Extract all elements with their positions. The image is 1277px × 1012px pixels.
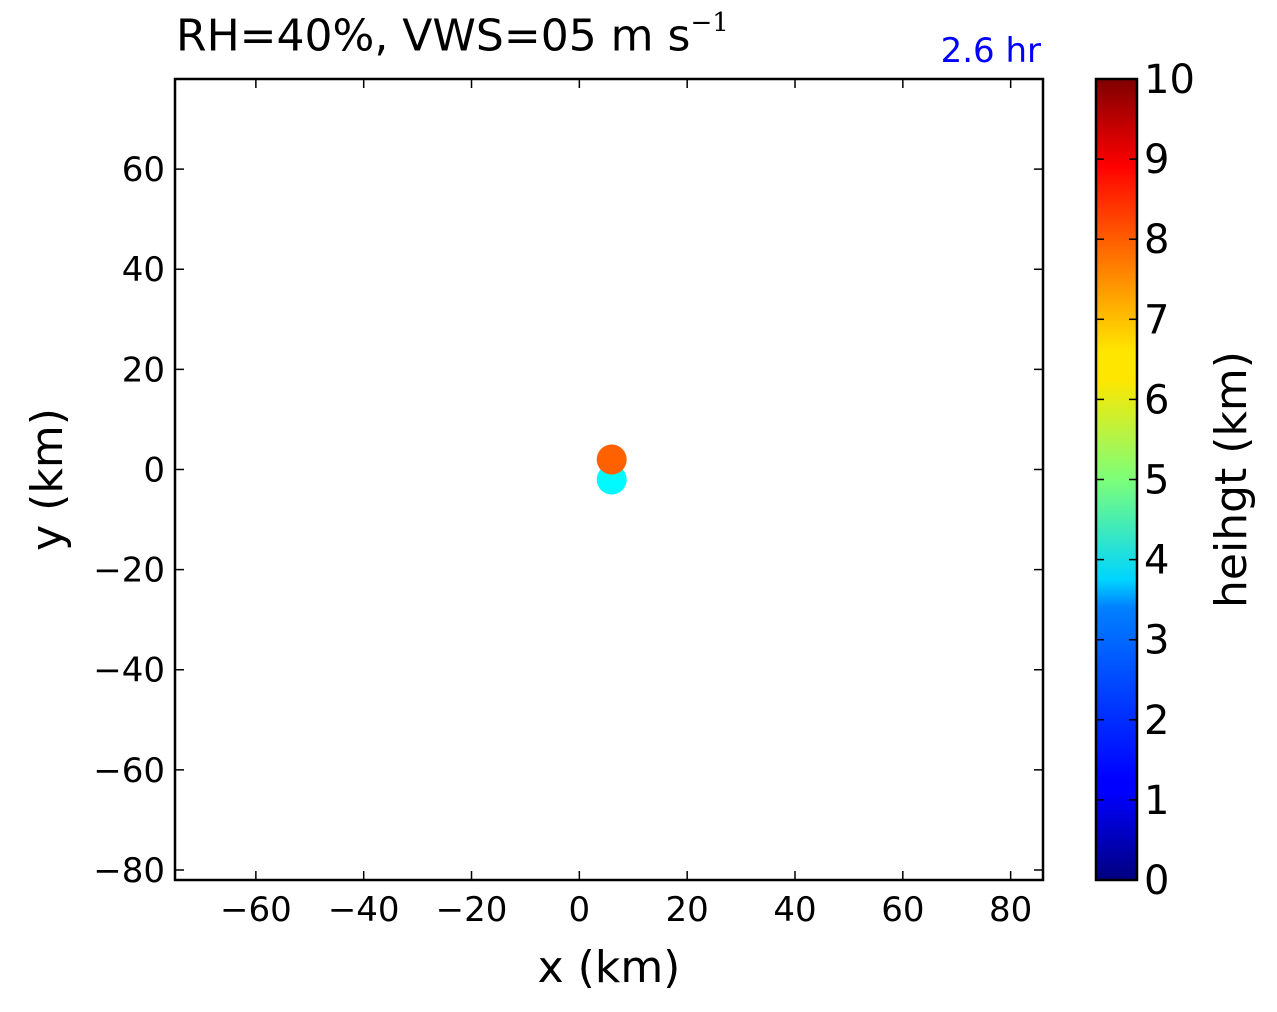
y-tick-label: −20 (93, 551, 165, 591)
x-tick-label: 60 (881, 890, 924, 930)
colorbar-tick-label: 9 (1144, 137, 1169, 183)
y-tick-label: 20 (122, 350, 165, 390)
chart-title-text: RH=40%, VWS=05 m s (176, 10, 691, 62)
x-tick-label: 20 (666, 890, 709, 930)
y-tick-label: −80 (93, 851, 165, 891)
colorbar-label: heihgt (km) (1206, 351, 1257, 608)
colorbar-tick-label: 7 (1144, 297, 1169, 343)
x-tick-label: 0 (569, 890, 591, 930)
colorbar-tick-label: 6 (1144, 377, 1169, 423)
x-axis-label: x (km) (538, 942, 681, 993)
colorbar-tick-label: 0 (1144, 858, 1169, 904)
x-tick-label: 40 (773, 890, 816, 930)
colorbar: 0 1 2 3 4 5 6 7 8 9 10 heihgt (km) (1094, 57, 1257, 904)
x-tick-label: −20 (436, 890, 508, 930)
y-axis-label: y (km) (22, 408, 73, 551)
y-tick-label: −60 (93, 751, 165, 791)
colorbar-tick-label: 8 (1144, 217, 1169, 263)
plot-frame (173, 77, 1045, 882)
time-label: 2.6 hr (940, 31, 1041, 71)
chart-title: RH=40%, VWS=05 m s−1 (176, 10, 729, 62)
plot-area: −60 −40 −20 0 20 40 60 80 −80 −60 −40 −20 0 20 40 60 x (… (22, 77, 1045, 993)
chart-title-superscript: −1 (690, 8, 729, 38)
y-tick-label: 60 (122, 150, 165, 190)
x-tick-label: −60 (220, 890, 292, 930)
colorbar-tick-label: 2 (1144, 698, 1169, 744)
y-tick-label: 0 (143, 450, 165, 490)
colorbar-tick-label: 4 (1144, 538, 1169, 584)
y-tick-label: 40 (122, 250, 165, 290)
y-tick-label: −40 (93, 651, 165, 691)
colorbar-tick-label: 3 (1144, 618, 1169, 664)
x-tick-label: 80 (989, 890, 1032, 930)
colorbar-tick-label: 5 (1144, 458, 1169, 504)
colorbar-tick-label: 10 (1144, 57, 1195, 103)
scatter-point-2 (596, 444, 627, 475)
x-tick-label: −40 (328, 890, 400, 930)
colorbar-tick-label: 1 (1144, 778, 1169, 824)
